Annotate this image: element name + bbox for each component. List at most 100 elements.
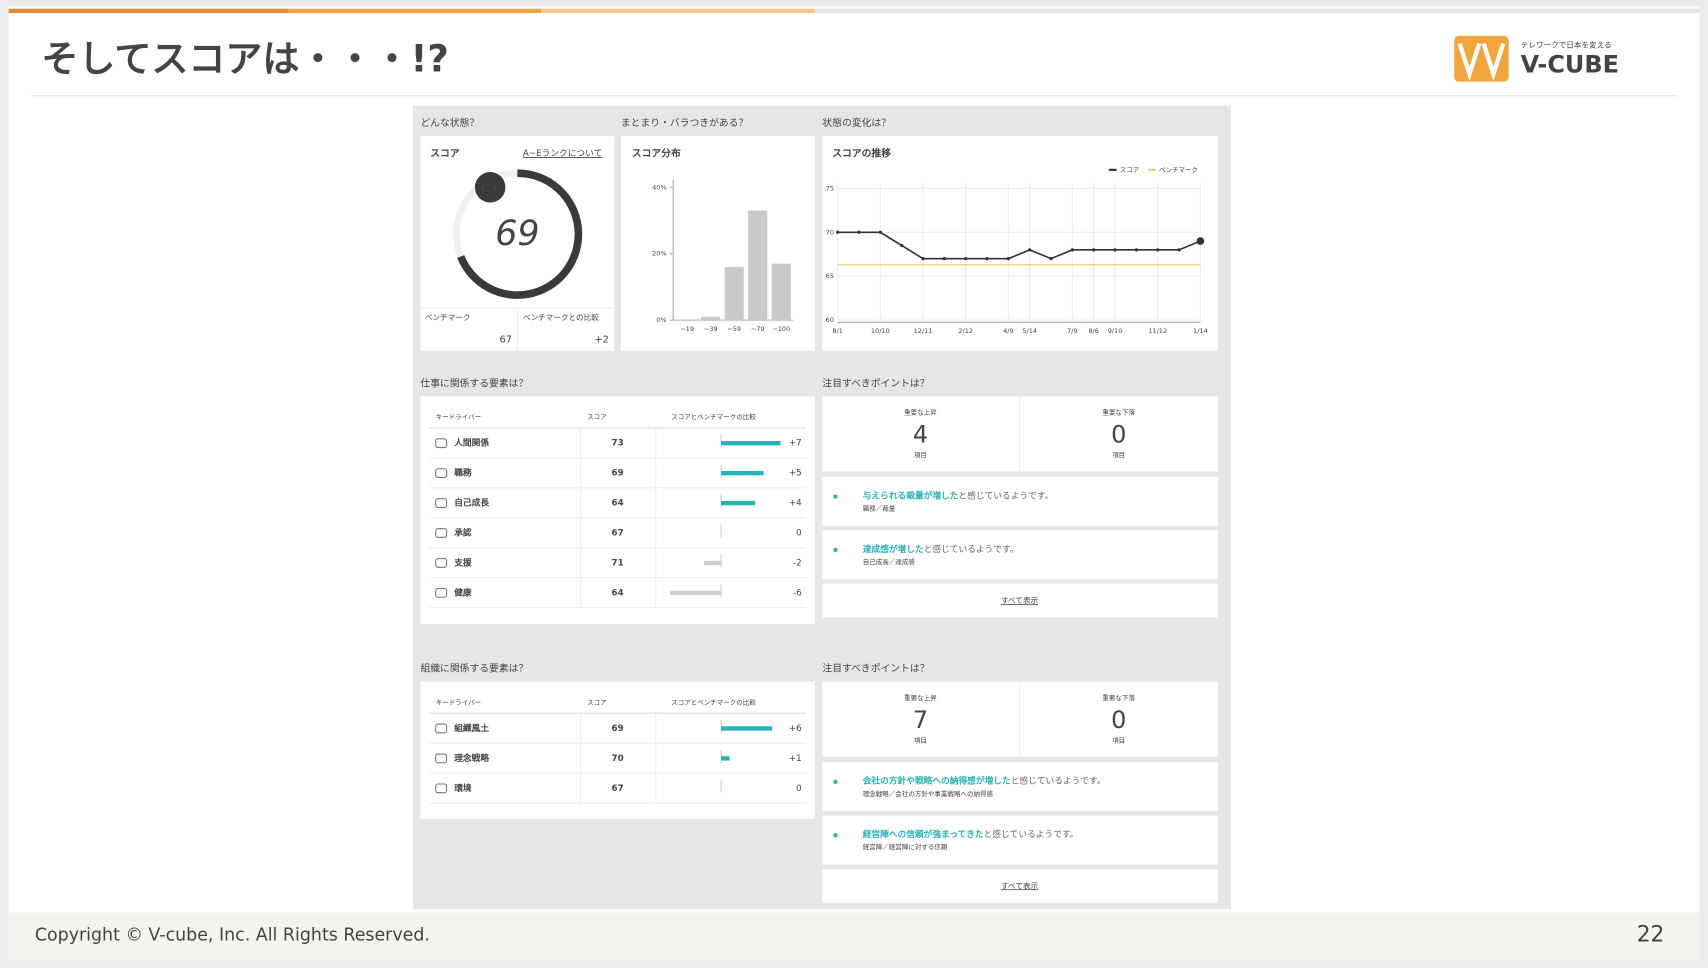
- x-tick-label: 8/6: [1088, 327, 1099, 335]
- line-point: [1092, 248, 1096, 252]
- diff-bar: [721, 726, 773, 731]
- driver-score: 67: [612, 528, 624, 538]
- section-heading: 状態の変化は？: [822, 116, 891, 129]
- page-number: 22: [1637, 922, 1665, 947]
- x-tick-label: 7/9: [1067, 327, 1078, 335]
- point-card: [822, 530, 1218, 580]
- diff-bar: [721, 756, 730, 761]
- count: 0: [1111, 706, 1126, 734]
- x-tick-label: ~100: [772, 325, 790, 333]
- label: 重要な下落: [1102, 693, 1135, 702]
- bullet: [833, 779, 838, 784]
- point-sub: 自己成長／達成感: [863, 557, 916, 566]
- line-point: [1134, 248, 1139, 252]
- point-rest: と感じているようです。: [984, 828, 1079, 840]
- driver-score: 64: [612, 499, 624, 509]
- logo-mark: [1457, 42, 1506, 82]
- x-tick-label: 1/14: [1193, 327, 1208, 335]
- x-tick-label: 11/12: [1148, 327, 1167, 335]
- driver-score: 70: [612, 754, 624, 764]
- icon: [435, 783, 448, 794]
- column-header: スコア: [587, 698, 607, 706]
- point-sub: 経営陣／経営陣に対する信頼: [863, 842, 948, 851]
- card-title: スコア分布: [632, 147, 681, 160]
- logo-name: V-CUBE: [1521, 50, 1619, 78]
- x-tick-label: 8/1: [832, 327, 843, 335]
- point-rest: と感じているようです。: [958, 489, 1053, 501]
- diff-bar: [721, 440, 781, 446]
- icon: [435, 468, 448, 479]
- top-bar: [541, 8, 815, 14]
- point-highlight: 会社の方針や戦略への納得感が増した: [863, 774, 1011, 786]
- driver-score: 69: [612, 724, 624, 734]
- icon: [435, 438, 448, 449]
- point-card: [822, 476, 1218, 526]
- y-tick-label: 70: [826, 228, 834, 236]
- score: 69: [495, 214, 539, 254]
- rank-link[interactable]: A~Eランクについて: [523, 148, 602, 159]
- x-tick-label: 5/14: [1022, 327, 1037, 335]
- line-point: [1196, 237, 1205, 245]
- unit: 項目: [1112, 451, 1125, 459]
- rank: C+: [481, 181, 500, 195]
- driver-score: 71: [612, 558, 624, 568]
- x-tick-label: 10/10: [871, 327, 890, 335]
- point-sub: 職務／裁量: [863, 504, 896, 513]
- slide-title: そしてスコアは・・・!?: [41, 37, 448, 80]
- section-heading: 注目すべきポイントは？: [822, 376, 929, 389]
- point-sub: 理念戦略／会社の方針や事業戦略への納得感: [863, 789, 994, 798]
- label: 重要な上昇: [904, 408, 937, 417]
- diff-label: +5: [789, 469, 802, 479]
- show-all-link[interactable]: すべて表示: [1001, 880, 1039, 890]
- show-all-link[interactable]: すべて表示: [1001, 595, 1039, 605]
- top-bar: [814, 8, 1700, 14]
- driver-name: 健康: [454, 586, 472, 598]
- line-point: [878, 230, 882, 234]
- line-point: [1070, 248, 1075, 252]
- unit: 項目: [914, 736, 927, 744]
- point-highlight: 達成感が増した: [863, 542, 924, 554]
- driver-name: 支援: [453, 556, 472, 568]
- diff-label: +1: [789, 754, 802, 764]
- driver-name: 環境: [454, 782, 472, 794]
- diff-label: +6: [789, 724, 802, 734]
- section-heading: 組織に関係する要素は？: [420, 662, 528, 675]
- unit: 項目: [1112, 736, 1125, 744]
- label: ベンチマークとの比較: [523, 312, 599, 322]
- x-tick-label: ~39: [704, 325, 718, 333]
- driver-score: 64: [612, 588, 624, 598]
- diff-label: 0: [796, 528, 802, 538]
- point-text: 会社の方針や戦略への納得感が増したと感じているようです。: [863, 774, 1106, 786]
- label: 重要な上昇: [904, 693, 937, 702]
- diff-bar: [704, 560, 722, 566]
- icon: [435, 753, 448, 764]
- line-point: [1177, 248, 1181, 252]
- line-point: [921, 257, 925, 261]
- driver-name: 自己成長: [454, 497, 489, 509]
- driver-score: 73: [612, 439, 624, 449]
- driver-name: 人間関係: [454, 437, 489, 449]
- diff-label: -2: [793, 558, 802, 568]
- top-bar: [8, 8, 289, 14]
- bullet: [833, 832, 838, 838]
- y-tick-label: 65: [826, 272, 834, 280]
- icon: [435, 723, 448, 734]
- icon: [435, 528, 448, 538]
- x-tick-label: 2/12: [958, 327, 973, 335]
- count: 7: [913, 706, 928, 734]
- y-tick-label: 75: [826, 184, 834, 192]
- section-heading: どんな状態？: [420, 116, 479, 129]
- footer-bar: [8, 912, 1700, 961]
- column-header: キードライバー: [436, 698, 481, 706]
- bullet: [833, 494, 838, 499]
- x-tick-label: 4/9: [1003, 327, 1014, 335]
- legend-label: スコア: [1120, 166, 1140, 174]
- driver-name: 組織風土: [454, 722, 489, 734]
- driver-name: 理念戦略: [454, 752, 489, 764]
- line-point: [836, 230, 840, 234]
- x-tick-label: ~19: [680, 325, 694, 333]
- x-tick-label: ~79: [751, 325, 765, 333]
- diff-bar: [721, 470, 764, 476]
- line-point: [1006, 257, 1010, 261]
- card: [822, 136, 1218, 351]
